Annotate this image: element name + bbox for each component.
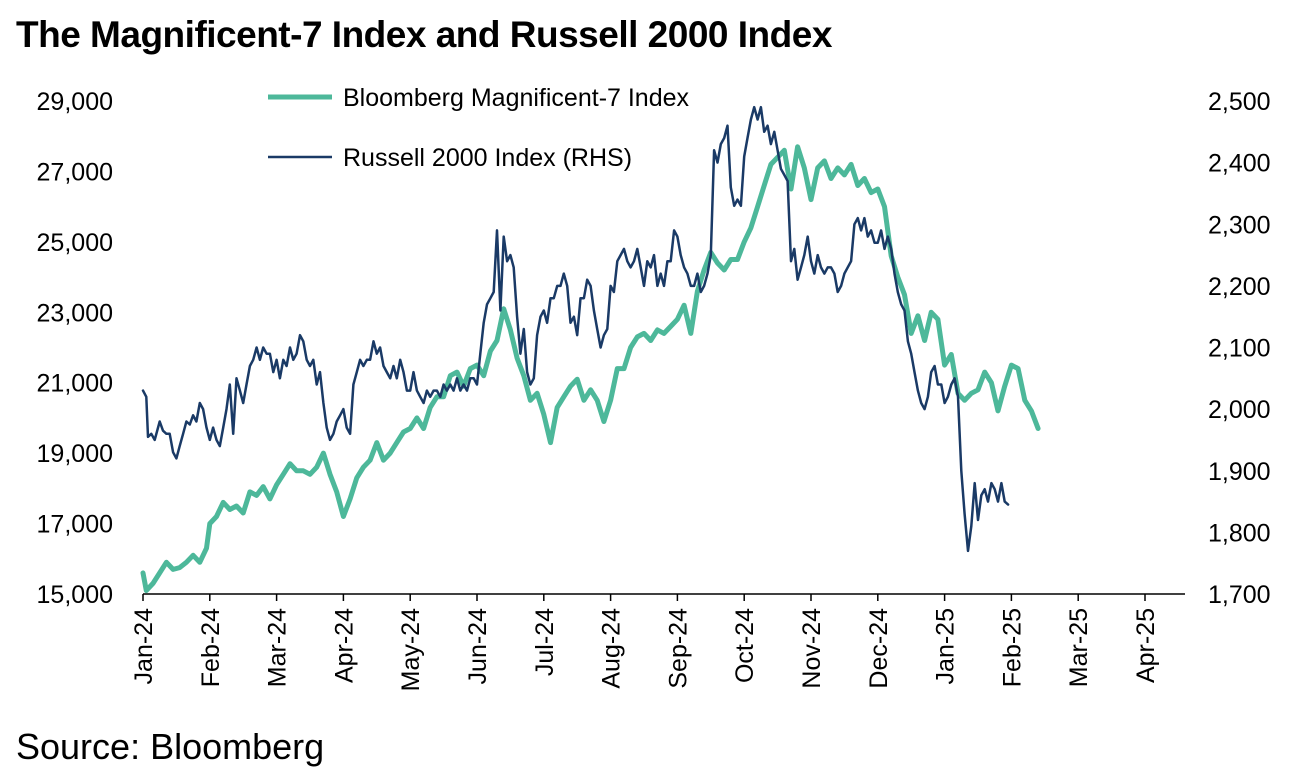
left-axis-labels: 29,000 27,000 25,000 23,000 21,000 19,000 17,0…	[37, 88, 113, 609]
left-tick-label: 21,000	[37, 370, 113, 398]
chart-title: The Magnificent-7 Index and Russell 2000…	[16, 14, 832, 55]
right-axis-labels: 2,500 2,400 2,300 2,200 2,100 2,000 1,900 1,800…	[1208, 88, 1271, 609]
x-axis: Jan-24 Feb-24 Mar-24 Apr-24 May-24 Jun-24 Jul-…	[130, 593, 1185, 691]
series-layer	[140, 105, 1041, 593]
x-tick-label: Aug-24	[598, 608, 626, 689]
legend-label: Bloomberg Magnificent-7 Index	[343, 84, 690, 112]
x-tick-label: May-24	[397, 608, 425, 691]
x-tick-label: Mar-24	[264, 608, 292, 687]
legend: Bloomberg Magnificent-7 Index Russell 200…	[268, 84, 690, 172]
left-tick-label: 15,000	[37, 581, 113, 609]
x-tick-label: Jul-24	[531, 608, 559, 676]
right-tick-label: 2,400	[1208, 150, 1271, 178]
left-tick-label: 23,000	[37, 299, 113, 327]
x-tick-label: Nov-24	[798, 608, 826, 689]
x-tick-label: Apr-25	[1132, 608, 1160, 683]
right-tick-label: 1,700	[1208, 581, 1271, 609]
x-tick-label: Apr-24	[330, 608, 358, 683]
source-note: Source: Bloomberg	[16, 726, 325, 767]
right-tick-label: 1,800	[1208, 519, 1271, 547]
right-tick-label: 1,900	[1208, 458, 1271, 486]
legend-label: Russell 2000 Index (RHS)	[343, 144, 632, 172]
right-tick-label: 2,100	[1208, 335, 1271, 363]
x-tick-label: Oct-24	[731, 608, 759, 683]
x-tick-label: Jun-24	[464, 608, 492, 685]
left-tick-label: 27,000	[37, 158, 113, 186]
left-tick-label: 25,000	[37, 229, 113, 257]
left-tick-label: 19,000	[37, 440, 113, 468]
x-tick-label: Feb-24	[197, 608, 225, 687]
x-tick-label: Jan-24	[130, 608, 158, 685]
x-tick-label: Feb-25	[998, 608, 1026, 687]
magnificent-7-line	[140, 144, 1041, 593]
right-tick-label: 2,200	[1208, 273, 1271, 301]
x-tick-label: Dec-24	[865, 608, 893, 689]
x-tick-label: Jan-25	[932, 608, 960, 684]
left-tick-label: 29,000	[37, 88, 113, 116]
right-tick-label: 2,500	[1208, 88, 1271, 116]
russell-2000-line	[141, 105, 1010, 553]
x-tick-label: Mar-25	[1065, 608, 1093, 687]
right-tick-label: 2,000	[1208, 396, 1271, 424]
x-tick-label: Sep-24	[664, 608, 692, 689]
right-tick-label: 2,300	[1208, 211, 1271, 239]
left-tick-label: 17,000	[37, 511, 113, 539]
